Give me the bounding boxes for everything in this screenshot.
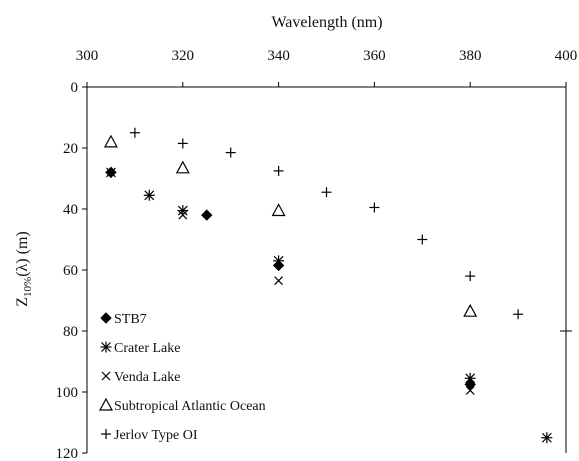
point-crater-lake [541,432,553,444]
x-tick-label: 340 [267,48,290,64]
point-crater-lake [273,255,285,267]
point-subtropical-atlantic-ocean [271,203,286,217]
y-tick-label: 80 [63,324,78,340]
point-jerlov-type-oi [465,271,476,282]
legend-marker-venda-lake [101,371,111,381]
point-crater-lake [105,166,117,178]
point-crater-lake [143,189,155,201]
plot-axes [82,82,572,454]
point-jerlov-type-oi [369,202,380,213]
point-jerlov-type-oi [273,165,284,176]
legend-marker-stb7 [100,312,112,324]
y-tick-label: 100 [56,385,79,401]
legend-label-jerlov-type-oi: Jerlov Type OI [114,428,198,443]
point-jerlov-type-oi [417,234,428,245]
x-tick-label: 400 [555,48,578,64]
y-tick-labels: 0 20 40 60 80 100 120 [56,80,79,461]
point-subtropical-atlantic-ocean [103,134,118,148]
point-subtropical-atlantic-ocean [175,160,190,174]
y-tick-label: 120 [56,446,79,461]
point-jerlov-type-oi [225,147,236,158]
y-axis-title: Z10%(λ) (m) [14,231,34,306]
legend-marker-jerlov-type-oi [101,429,111,439]
legend-marker-crater-lake [100,341,112,353]
x-tick-label: 380 [459,48,482,64]
point-venda-lake [178,210,188,220]
legend-label-stb7: STB7 [114,312,147,327]
legend-label-crater-lake: Crater Lake [114,341,180,356]
x-axis-title: Wavelength (nm) [271,14,382,31]
y-tick-label: 60 [63,263,78,279]
legend-label-subtropical-atlantic-ocean: Subtropical Atlantic Ocean [114,399,266,414]
point-stb7 [201,209,213,221]
x-tick-label: 320 [172,48,195,64]
x-tick-label: 360 [363,48,386,64]
point-subtropical-atlantic-ocean [463,303,478,317]
point-crater-lake [177,205,189,217]
point-jerlov-type-oi [129,127,140,138]
point-venda-lake [274,276,284,286]
legend-label-venda-lake: Venda Lake [114,370,180,385]
data-markers [103,127,553,444]
y-tick-label: 20 [63,141,78,157]
point-crater-lake [464,372,476,384]
point-jerlov-type-oi [177,138,188,149]
legend-marker-subtropical-atlantic-ocean [98,397,114,411]
point-jerlov-type-oi [321,187,332,198]
point-stb7 [464,378,476,391]
y-tick-label: 0 [71,80,79,96]
point-venda-lake [465,386,475,395]
legend: STB7 Crater Lake Venda Lake Subtropical Atl… [98,312,266,443]
y-tick-label: 40 [63,202,78,218]
point-jerlov-type-oi [513,309,524,320]
x-tick-labels: 300 320 340 360 380 400 [76,48,578,64]
x-tick-label: 300 [76,48,99,64]
